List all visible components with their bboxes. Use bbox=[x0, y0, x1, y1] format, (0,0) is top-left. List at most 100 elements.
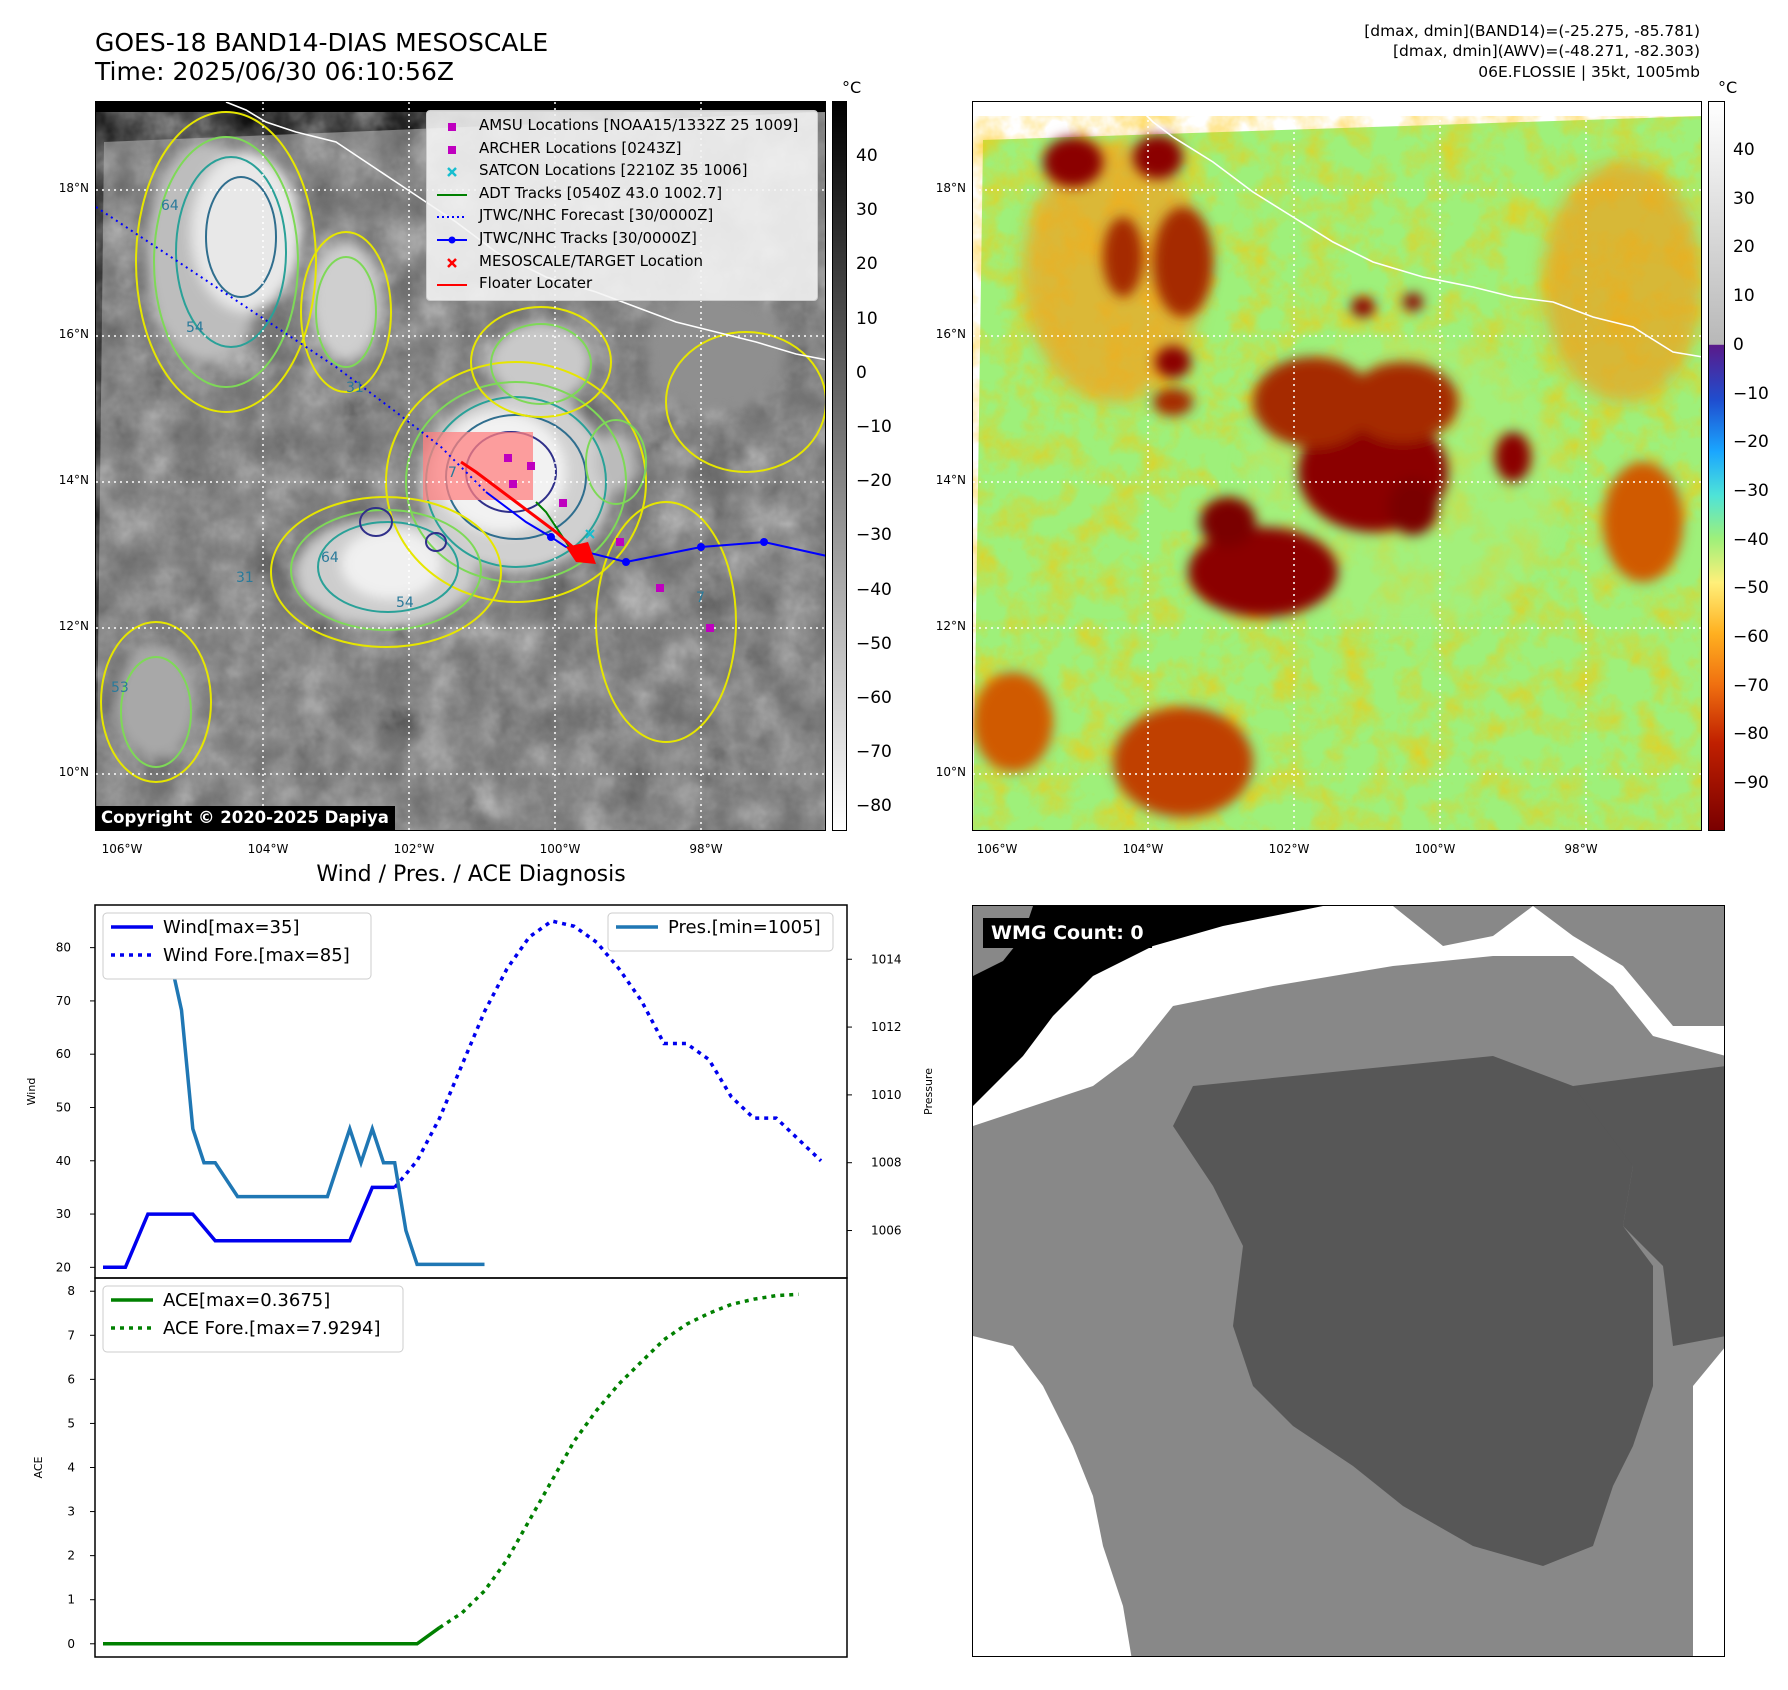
lat-label: 12°N bbox=[935, 619, 966, 633]
series-line-1 bbox=[393, 919, 823, 1189]
lat-label: 16°N bbox=[58, 327, 89, 341]
wmg-panel: WMG Count: 0 bbox=[972, 905, 1725, 1657]
wind-tick-label: 60 bbox=[56, 1047, 71, 1061]
wmg-count-badge: WMG Count: 0 bbox=[983, 918, 1152, 948]
left-colorbar-unit: °C bbox=[842, 78, 862, 97]
contour-label-9: 53 bbox=[111, 680, 129, 696]
wind-tick-label: 40 bbox=[56, 1154, 71, 1168]
ace-series-line-0 bbox=[103, 1626, 441, 1646]
legend-text: ACE Fore.[max=7.9294] bbox=[163, 1318, 381, 1339]
ace-tick-label: 0 bbox=[67, 1637, 75, 1651]
lon-label: 102°W bbox=[1268, 842, 1310, 856]
colorbar-tick: −20 bbox=[856, 471, 892, 492]
colorbar-tick: −70 bbox=[856, 742, 892, 763]
lon-label: 102°W bbox=[393, 842, 435, 856]
legend-swatch bbox=[435, 142, 469, 156]
legend-entry: SATCON Locations [2210Z 35 1006] bbox=[435, 161, 815, 181]
legend-label: Floater Locater bbox=[479, 274, 593, 293]
pressure-tick-label: 1010 bbox=[871, 1088, 902, 1102]
lat-label: 18°N bbox=[58, 181, 89, 195]
legend-label: JTWC/NHC Forecast [30/0000Z] bbox=[479, 206, 714, 225]
legend-label: MESOSCALE/TARGET Location bbox=[479, 251, 704, 270]
forecast-track bbox=[96, 206, 487, 493]
legend-swatch bbox=[435, 164, 469, 178]
legend-entry: JTWC/NHC Forecast [30/0000Z] bbox=[435, 206, 815, 226]
ace-tick-label: 3 bbox=[67, 1505, 75, 1519]
colorbar-tick: −50 bbox=[1733, 578, 1769, 599]
legend-text: Pres.[min=1005] bbox=[668, 917, 821, 938]
legend-entry: JTWC/NHC Tracks [30/0000Z] bbox=[435, 229, 815, 249]
ace-tick-label: 8 bbox=[67, 1284, 75, 1298]
contour-label-5: 54 bbox=[396, 595, 414, 611]
legend-label: ADT Tracks [0540Z 43.0 1002.7] bbox=[479, 183, 723, 202]
contour-label-4: 31 bbox=[236, 570, 254, 586]
lon-label: 100°W bbox=[539, 842, 581, 856]
colorbar-tick: −50 bbox=[856, 633, 892, 654]
ace-tick-label: 6 bbox=[67, 1372, 75, 1386]
legend-entry: Floater Locater bbox=[435, 274, 815, 294]
colorbar-tick: 0 bbox=[856, 362, 867, 383]
legend-entry: ARCHER Locations [0243Z] bbox=[435, 139, 815, 159]
legend-label: SATCON Locations [2210Z 35 1006] bbox=[479, 161, 748, 180]
series-line-0 bbox=[103, 1185, 395, 1270]
lat-label: 14°N bbox=[935, 473, 966, 487]
contour-label-1: 64 bbox=[161, 198, 179, 214]
legend-entry: AMSU Locations [NOAA15/1332Z 25 1009] bbox=[435, 116, 815, 136]
ace-tick-label: 1 bbox=[67, 1593, 75, 1607]
ace-tick-label: 4 bbox=[67, 1461, 75, 1475]
ace-legend: ACE[max=0.3675] ACE Fore.[max=7.9294] bbox=[102, 1285, 404, 1353]
colorbar-tick: −40 bbox=[1733, 529, 1769, 550]
colorbar-tick: 40 bbox=[1733, 140, 1755, 160]
wind-tick-label: 50 bbox=[56, 1100, 71, 1114]
wind-tick-label: 70 bbox=[56, 994, 71, 1008]
legend-text: ACE[max=0.3675] bbox=[163, 1290, 330, 1311]
pressure-tick-label: 1006 bbox=[871, 1224, 902, 1238]
contour-label-7: 7 bbox=[448, 465, 457, 481]
colorbar-tick: 20 bbox=[1733, 237, 1755, 258]
contour-label-3: 31 bbox=[346, 380, 364, 396]
lon-label: 106°W bbox=[976, 842, 1018, 856]
left-colorbar bbox=[832, 101, 847, 831]
lat-label: 10°N bbox=[935, 765, 966, 779]
lat-label: 18°N bbox=[935, 181, 966, 195]
colorbar-tick: −10 bbox=[856, 417, 892, 437]
colorbar-tick: −70 bbox=[1733, 675, 1769, 696]
lon-label: 98°W bbox=[689, 842, 723, 856]
colorbar-tick: −30 bbox=[1733, 480, 1769, 501]
colorbar-tick: −30 bbox=[856, 525, 892, 546]
colorbar-tick: 10 bbox=[1733, 286, 1755, 307]
wind-legend: Wind[max=35] Wind Fore.[max=85] bbox=[102, 912, 372, 980]
ace-series-line-1 bbox=[438, 1292, 799, 1630]
colorbar-tick: 20 bbox=[856, 254, 878, 275]
right-colorbar bbox=[1708, 101, 1725, 831]
colorbar-tick: 40 bbox=[856, 146, 878, 166]
best-track bbox=[485, 491, 825, 564]
pressure-axis-label: Pressure bbox=[922, 1068, 935, 1115]
info-storm: 06E.FLOSSIE | 35kt, 1005mb bbox=[1478, 63, 1700, 81]
contour-label-2: 54 bbox=[186, 320, 204, 336]
diag-title: Wind / Pres. / ACE Diagnosis bbox=[316, 862, 626, 887]
legend-label: AMSU Locations [NOAA15/1332Z 25 1009] bbox=[479, 116, 799, 134]
colorbar-tick: −80 bbox=[1733, 724, 1769, 745]
lon-label: 98°W bbox=[1564, 842, 1598, 856]
right-colorbar-unit: °C bbox=[1718, 78, 1738, 97]
legend-entry: MESOSCALE/TARGET Location bbox=[435, 252, 815, 272]
main-time: Time: 2025/06/30 06:10:56Z bbox=[95, 57, 454, 86]
legend-swatch bbox=[435, 187, 469, 201]
legend-swatch bbox=[435, 255, 469, 269]
legend-text: Wind[max=35] bbox=[163, 917, 300, 938]
colorbar-tick: 10 bbox=[856, 308, 878, 329]
contour-label-8: 7 bbox=[696, 590, 705, 606]
colorbar-tick: −60 bbox=[1733, 627, 1769, 647]
lat-label: 14°N bbox=[58, 473, 89, 487]
contour-label-6: 64 bbox=[321, 550, 339, 566]
ace-tick-label: 7 bbox=[67, 1328, 75, 1342]
ace-tick-label: 2 bbox=[67, 1549, 75, 1563]
wmg-svg bbox=[973, 906, 1724, 1656]
colorbar-tick: −10 bbox=[1733, 383, 1769, 404]
lon-label: 104°W bbox=[1122, 842, 1164, 856]
left-map: 64 54 31 31 54 64 7 7 53 AMSU Locations … bbox=[95, 101, 826, 831]
lat-label: 16°N bbox=[935, 327, 966, 341]
lon-label: 104°W bbox=[247, 842, 289, 856]
right-map-svg bbox=[973, 102, 1701, 830]
